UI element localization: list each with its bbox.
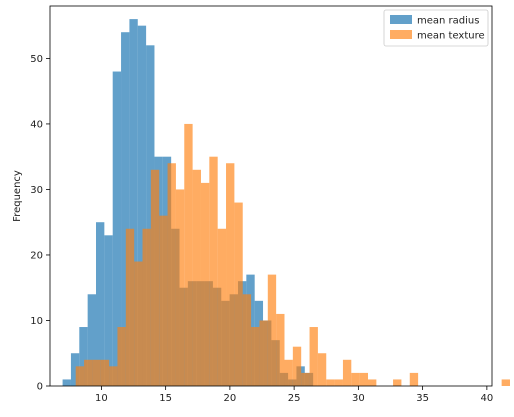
bar-mean-radius: [137, 25, 147, 386]
y-axis-label: Frequency: [12, 170, 23, 222]
bar-mean-texture: [368, 379, 377, 386]
legend: mean radius mean texture: [383, 9, 489, 47]
bar-mean-texture: [192, 169, 201, 386]
y-tick-label: 0: [37, 382, 43, 393]
bar-mean-texture: [342, 359, 352, 386]
x-tick-label: 20: [224, 393, 237, 404]
bar-mean-texture: [75, 366, 85, 386]
bar-mean-texture: [359, 372, 369, 386]
x-tick-label: 15: [159, 393, 172, 404]
bar-mean-texture: [501, 379, 510, 386]
bar-mean-texture: [167, 163, 176, 386]
bar-mean-texture: [142, 228, 151, 386]
y-tick-label: 30: [30, 185, 43, 196]
legend-swatch-mean-texture: [390, 30, 412, 39]
bar-mean-radius: [112, 71, 122, 387]
bar-mean-radius: [79, 327, 88, 386]
x-tick-label: 10: [95, 393, 108, 404]
bar-mean-texture: [134, 261, 143, 386]
bar-mean-texture: [251, 327, 260, 386]
bar-mean-texture: [301, 372, 310, 386]
bar-mean-texture: [317, 353, 327, 386]
bar-mean-texture: [184, 123, 193, 387]
bar-mean-texture: [351, 372, 360, 386]
bar-mean-texture: [242, 294, 252, 386]
x-tick-label: 25: [288, 393, 301, 404]
legend-swatch-mean-radius: [390, 15, 412, 24]
y-tick-label: 40: [30, 119, 43, 130]
bar-mean-texture: [209, 156, 218, 386]
bar-mean-texture: [226, 163, 235, 386]
bar-mean-radius: [96, 222, 105, 386]
bar-mean-texture: [267, 274, 277, 386]
bar-mean-texture: [409, 372, 419, 386]
x-tick-label: 35: [416, 393, 429, 404]
y-tick-label: 10: [30, 316, 43, 327]
bar-mean-texture: [334, 379, 343, 386]
bar-mean-radius: [129, 19, 138, 386]
bar-mean-radius: [87, 294, 96, 386]
bar-mean-texture: [284, 359, 293, 386]
legend-label-mean-texture: mean texture: [417, 31, 485, 42]
bars-layer: [62, 19, 510, 387]
bar-mean-texture: [125, 228, 135, 386]
bar-mean-texture: [309, 327, 318, 386]
bar-mean-texture: [393, 379, 402, 386]
bar-mean-radius: [121, 32, 130, 387]
bar-mean-texture: [150, 169, 160, 386]
bar-mean-texture: [276, 313, 285, 386]
bar-mean-texture: [109, 366, 118, 386]
x-tick-label: 40: [480, 393, 493, 404]
x-tick-label: 30: [352, 393, 365, 404]
y-tick-label: 20: [30, 250, 43, 261]
bar-mean-texture: [259, 320, 268, 386]
bar-mean-radius: [146, 45, 155, 387]
bar-mean-texture: [84, 359, 93, 386]
ticks-layer: 10 15 20 25 30 35 40 0 10 20 30 40 50: [30, 54, 493, 404]
bar-mean-texture: [159, 215, 168, 386]
bar-mean-texture: [292, 346, 302, 386]
bar-mean-texture: [92, 359, 101, 386]
bar-mean-texture: [217, 228, 227, 386]
bar-mean-radius: [62, 379, 71, 386]
bar-mean-texture: [234, 202, 243, 386]
bar-mean-texture: [326, 379, 335, 386]
plot-frame: [49, 5, 493, 387]
bar-mean-texture: [175, 189, 185, 386]
bar-mean-texture: [117, 327, 126, 386]
series-mean-texture: [75, 123, 510, 387]
legend-label-mean-radius: mean radius: [417, 16, 479, 27]
bar-mean-radius: [104, 235, 113, 386]
bar-mean-texture: [100, 359, 110, 386]
y-tick-label: 50: [30, 54, 43, 65]
bar-mean-radius: [70, 353, 80, 386]
bar-mean-texture: [200, 182, 210, 386]
